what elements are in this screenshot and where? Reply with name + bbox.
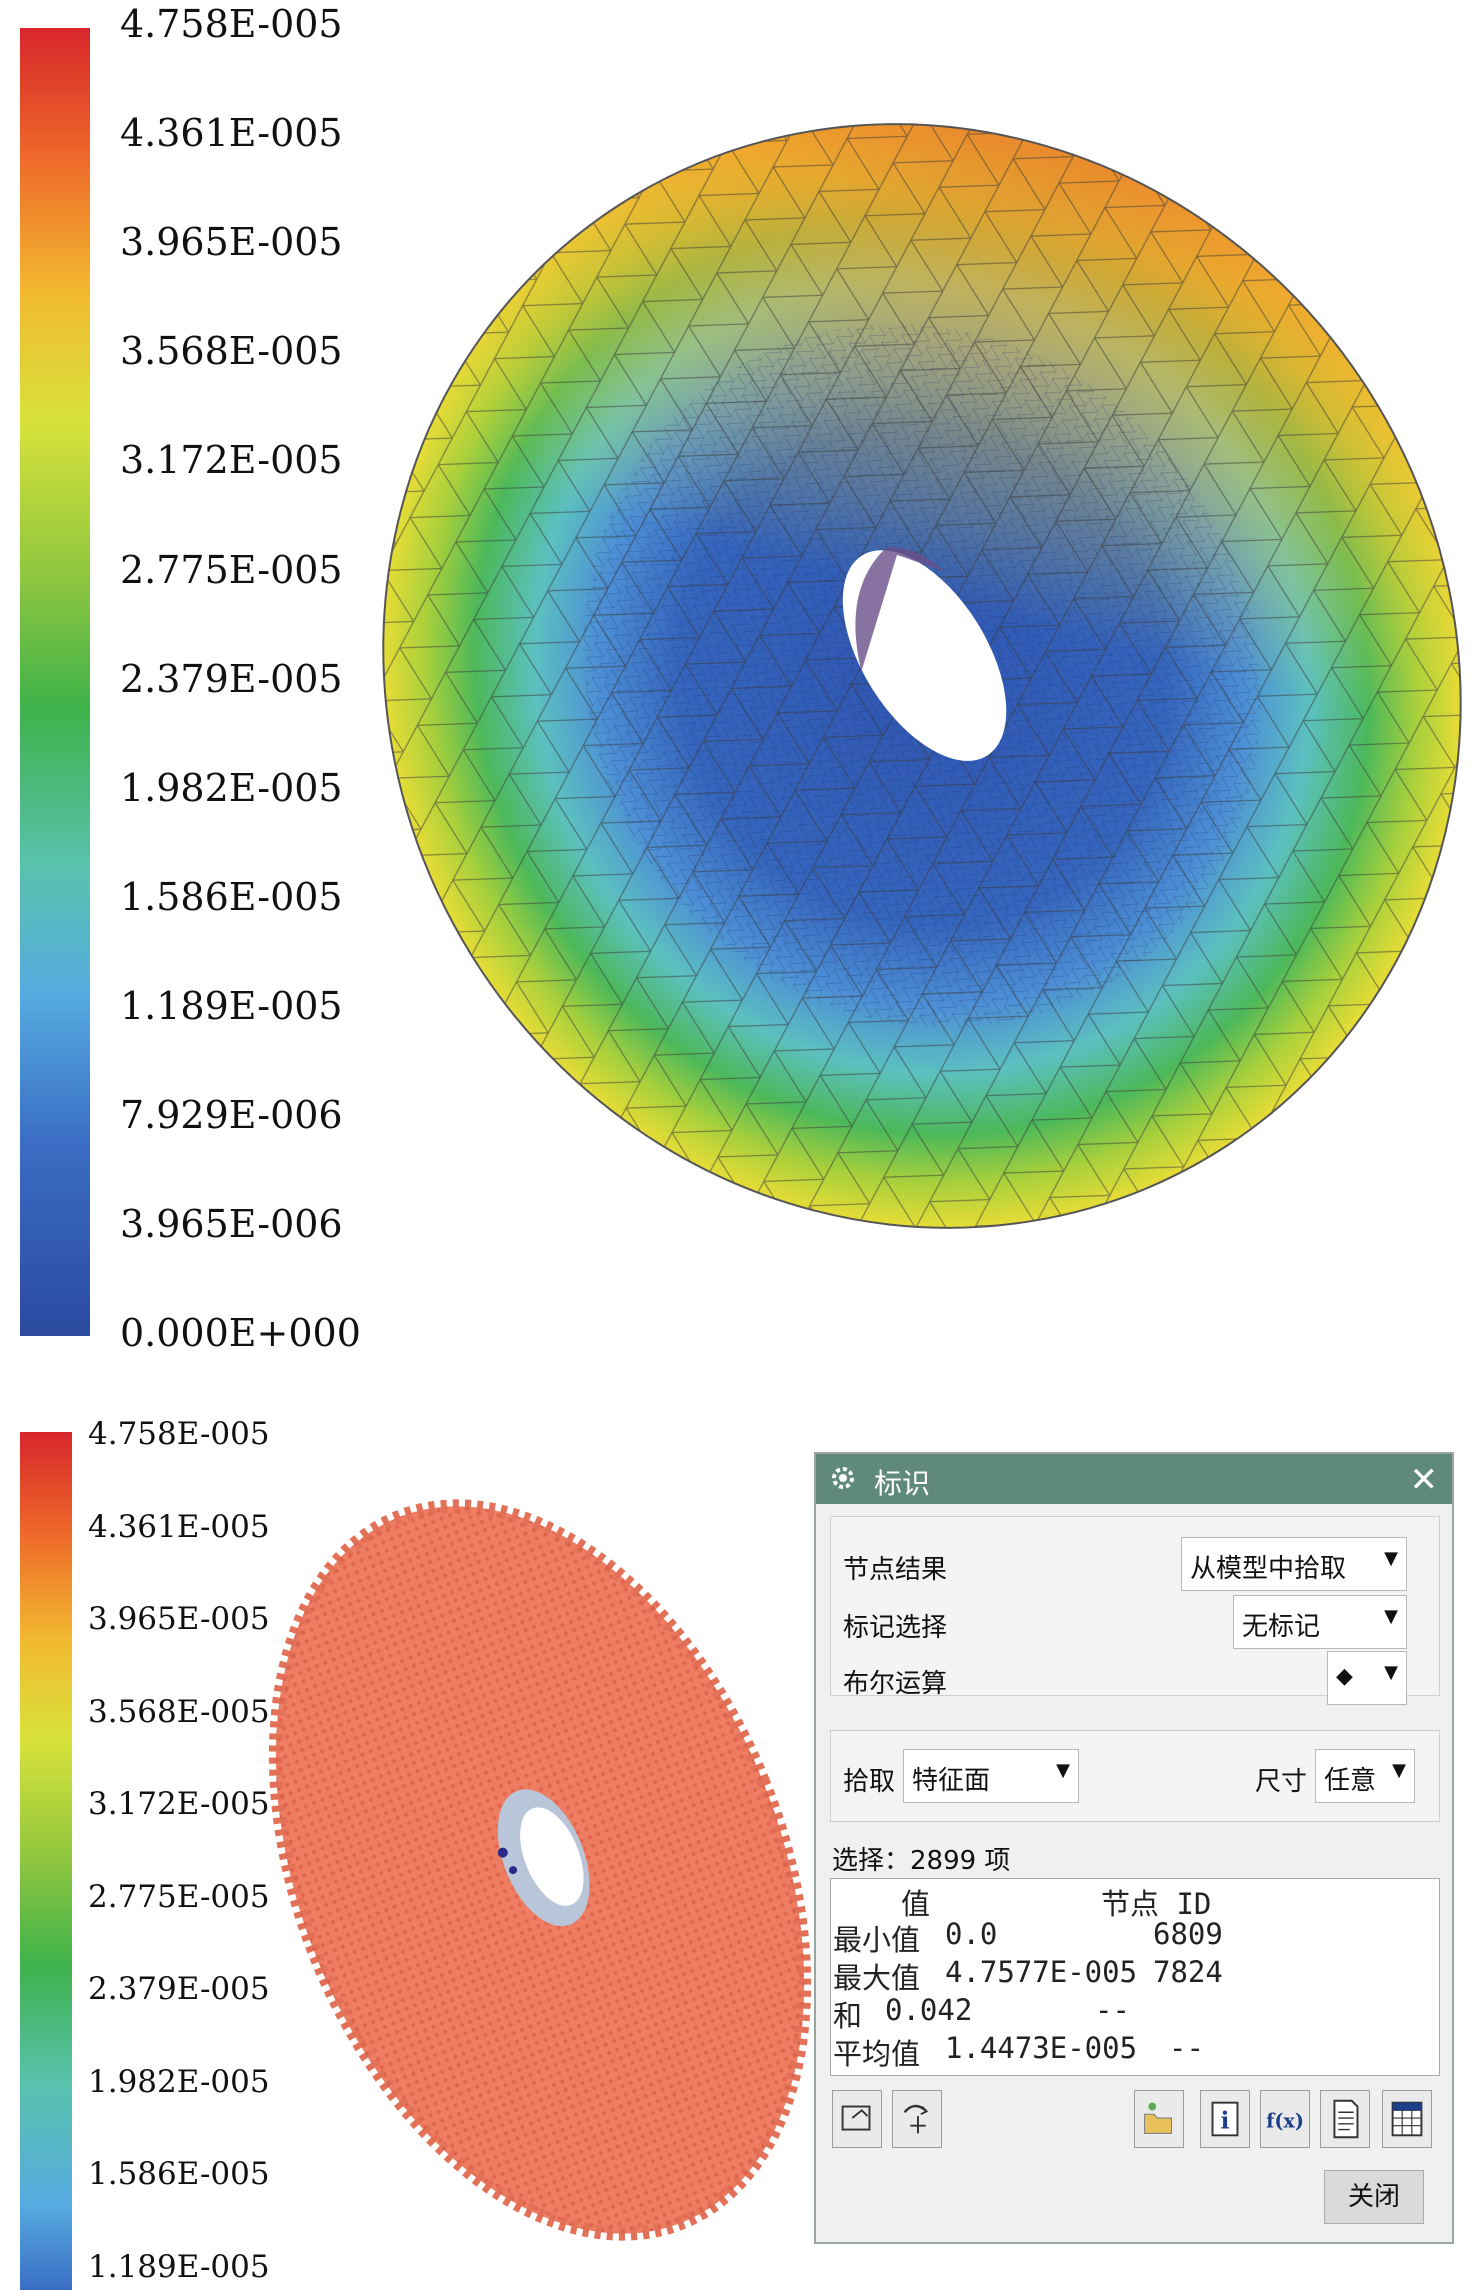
result-row-value: 0.042 (885, 1993, 973, 2027)
bottom-legend-label: 1.586E-005 (88, 2156, 270, 2192)
chevron-down-icon: ▼ (1384, 1548, 1398, 1569)
top-legend-label: 3.965E-005 (120, 220, 343, 264)
result-row-label: 最大值 (833, 1961, 921, 1995)
size-dropdown[interactable]: 任意 ▼ (1315, 1749, 1415, 1803)
close-icon[interactable]: ✕ (1409, 1460, 1439, 1500)
close-button[interactable]: 关闭 (1324, 2170, 1424, 2224)
mark-select-label: 标记选择 (843, 1613, 948, 1643)
spreadsheet-button[interactable] (1382, 2090, 1432, 2148)
report-button[interactable] (1320, 2090, 1370, 2148)
selection-count: 选择：2899 项 (832, 1846, 1011, 1876)
dialog-title-bar[interactable]: 标识 ✕ (816, 1454, 1452, 1504)
node-result-value: 从模型中拾取 (1190, 1554, 1347, 1584)
boolean-label: 布尔运算 (843, 1669, 948, 1699)
bottom-legend-label: 2.775E-005 (88, 1879, 270, 1915)
top-legend-label: 3.172E-005 (120, 438, 343, 482)
bottom-legend-label: 3.568E-005 (88, 1694, 270, 1730)
rotate-pick-button[interactable] (892, 2090, 942, 2148)
top-legend-label: 1.982E-005 (120, 766, 343, 810)
fx-icon: f(x) (1266, 2110, 1304, 2133)
result-row-label: 最小值 (833, 1923, 921, 1957)
bottom-legend-label: 1.189E-005 (88, 2249, 270, 2285)
dialog-title: 标识 (874, 1467, 931, 1500)
top-legend-label: 7.929E-006 (120, 1093, 343, 1137)
pick-group: 拾取 特征面 ▼ 尺寸 任意 ▼ (830, 1730, 1440, 1822)
chevron-down-icon: ▼ (1384, 1606, 1398, 1627)
node-result-dropdown[interactable]: 从模型中拾取 ▼ (1181, 1537, 1407, 1591)
result-row-node: 7824 (1153, 1955, 1223, 1989)
top-disk-model (382, 123, 1462, 1229)
result-row-node: -- (1095, 1993, 1130, 2027)
open-file-button[interactable] (1134, 2090, 1184, 2148)
bottom-legend-label: 3.172E-005 (88, 1786, 270, 1822)
chevron-down-icon: ▼ (1392, 1760, 1406, 1781)
size-label: 尺寸 (1255, 1767, 1308, 1797)
top-legend-label: 1.586E-005 (120, 875, 343, 919)
spreadsheet-icon (1391, 2101, 1423, 2137)
document-icon (1333, 2099, 1359, 2139)
result-row-label: 和 (833, 1999, 863, 2033)
bottom-legend-label: 4.758E-005 (88, 1416, 270, 1452)
result-header-node: 节点 ID (1101, 1887, 1212, 1921)
result-row-value: 0.0 (945, 1917, 998, 1951)
top-legend-label: 2.775E-005 (120, 548, 343, 592)
result-options-group: 节点结果 从模型中拾取 ▼ 标记选择 无标记 ▼ 布尔运算 ◆ ▼ (830, 1516, 1440, 1705)
function-button[interactable]: f(x) (1260, 2090, 1310, 2148)
boolean-dropdown[interactable]: ◆ ▼ (1327, 1651, 1407, 1705)
bottom-legend-label: 4.361E-005 (88, 1509, 270, 1545)
top-legend-label: 4.361E-005 (120, 111, 343, 155)
bottom-legend-label: 3.965E-005 (88, 1601, 270, 1637)
top-legend-label: 0.000E+000 (120, 1311, 361, 1355)
top-legend-label: 3.568E-005 (120, 329, 343, 373)
bottom-legend-label: 2.379E-005 (88, 1971, 270, 2007)
result-row-node: 6809 (1153, 1917, 1223, 1951)
svg-text:f(x): f(x) (1266, 2110, 1304, 2133)
node-result-label: 节点结果 (843, 1555, 948, 1585)
result-row-value: 4.7577E-005 (945, 1955, 1138, 1989)
boolean-operation-icon: ◆ (1336, 1664, 1353, 1689)
eraser-icon (841, 2105, 871, 2131)
pick-dropdown[interactable]: 特征面 ▼ (903, 1749, 1079, 1803)
clear-selection-button[interactable] (832, 2090, 882, 2148)
mark-select-value: 无标记 (1242, 1612, 1321, 1642)
chevron-down-icon: ▼ (1384, 1662, 1398, 1683)
bottom-legend-label: 1.982E-005 (88, 2064, 270, 2100)
top-legend-label: 2.379E-005 (120, 657, 343, 701)
chevron-down-icon: ▼ (1056, 1760, 1070, 1781)
top-legend-bar (20, 28, 90, 1336)
mark-select-dropdown[interactable]: 无标记 ▼ (1233, 1595, 1407, 1649)
pick-value: 特征面 (912, 1766, 991, 1796)
svg-text:i: i (1221, 2108, 1230, 2135)
result-header-value: 值 (901, 1887, 931, 1921)
result-row-label: 平均值 (833, 2037, 921, 2071)
top-legend-label: 3.965E-006 (120, 1202, 343, 1246)
bottom-legend-bar (20, 1432, 72, 2290)
top-legend-label: 1.189E-005 (120, 984, 343, 1028)
rotate-arrow-icon (903, 2104, 929, 2134)
result-text-box[interactable]: 值 节点 ID 最小值 0.0 6809 最大值 4.7577E-005 782… (830, 1878, 1440, 2076)
identify-dialog: 标识 ✕ 节点结果 从模型中拾取 ▼ 标记选择 无标记 ▼ 布尔运算 ◆ ▼ 拾… (814, 1452, 1454, 2244)
result-row-node: -- (1169, 2031, 1204, 2065)
pick-label: 拾取 (843, 1767, 896, 1797)
gear-icon (832, 1467, 854, 1489)
folder-icon (1144, 2102, 1172, 2134)
size-value: 任意 (1324, 1766, 1377, 1796)
top-legend-label: 4.758E-005 (120, 2, 343, 46)
result-row-value: 1.4473E-005 (945, 2031, 1138, 2065)
info-icon: i (1211, 2101, 1239, 2137)
info-button[interactable]: i (1200, 2090, 1250, 2148)
bottom-disk-model (268, 1499, 812, 2241)
